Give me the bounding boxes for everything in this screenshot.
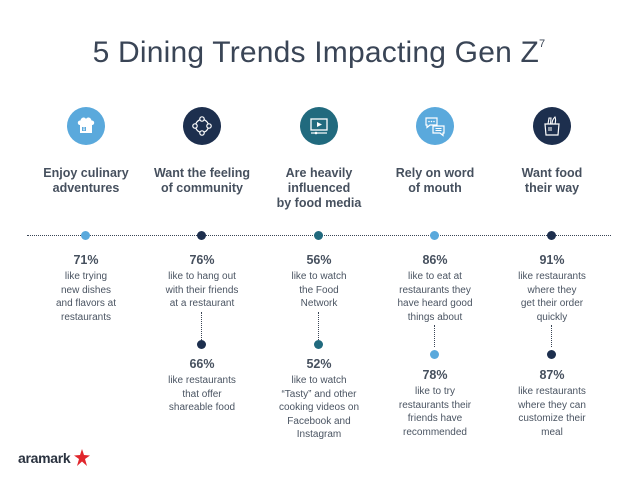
- timeline-dot: [547, 231, 556, 240]
- trend-column-word-of-mouth: Rely on word of mouth 86% like to eat at…: [375, 0, 495, 479]
- connector-line: [201, 312, 202, 342]
- stat-percent: 91%: [539, 253, 565, 267]
- aramark-logo: aramark: [18, 448, 92, 468]
- timeline-dot: [430, 231, 439, 240]
- stat-block: 66% like restaurants that offer shareabl…: [142, 356, 262, 415]
- logo-text: aramark: [18, 450, 71, 466]
- trend-heading: Rely on word of mouth: [395, 166, 475, 195]
- stat-block: 71% like trying new dishes and flavors a…: [26, 252, 146, 324]
- stat-description: like to try restaurants their friends ha…: [398, 386, 472, 438]
- stat-block: 91% like restaurants where they get thei…: [492, 252, 612, 324]
- chef-hat-icon: [67, 107, 105, 145]
- stat-percent: 52%: [306, 357, 332, 371]
- trend-heading: Enjoy culinary adventures: [43, 166, 129, 195]
- timeline-dot: [314, 340, 323, 349]
- stat-block: 56% like to watch the Food Network: [259, 252, 379, 311]
- trend-heading: Want the feeling of community: [153, 166, 251, 195]
- timeline-dot: [314, 231, 323, 240]
- timeline-dot: [81, 231, 90, 240]
- stat-block: 86% like to eat at restaurants they have…: [375, 252, 495, 324]
- stat-description: like to watch “Tasty” and other cooking …: [278, 375, 360, 440]
- trend-column-culinary: Enjoy culinary adventures 71% like tryin…: [26, 0, 146, 479]
- stat-description: like trying new dishes and flavors at re…: [55, 271, 117, 323]
- stat-percent: 56%: [306, 253, 332, 267]
- stat-percent: 86%: [422, 253, 448, 267]
- stat-description: like to eat at restaurants they have hea…: [397, 271, 473, 323]
- chat-bubbles-icon: [416, 107, 454, 145]
- stat-description: like to watch the Food Network: [291, 271, 347, 309]
- stat-percent: 78%: [422, 368, 448, 382]
- timeline-dot: [197, 340, 206, 349]
- trend-column-community: Want the feeling of community 76% like t…: [142, 0, 262, 479]
- connector-line: [434, 325, 435, 347]
- connector-line: [318, 312, 319, 342]
- stat-block: 76% like to hang out with their friends …: [142, 252, 262, 311]
- stat-description: like to hang out with their friends at a…: [165, 271, 239, 309]
- timeline-dot: [547, 350, 556, 359]
- stat-description: like restaurants where they can customiz…: [518, 386, 586, 438]
- stat-percent: 76%: [189, 253, 215, 267]
- page-title: 5 Dining Trends Impacting Gen Z7: [0, 36, 638, 70]
- stat-description: like restaurants where they get their or…: [518, 271, 586, 323]
- title-footnote: 7: [539, 38, 546, 50]
- star-person-icon: [74, 449, 91, 466]
- trend-column-their-way: Want food their way 91% like restaurants…: [492, 0, 612, 479]
- trend-column-media: Are heavily influenced by food media 56%…: [259, 0, 379, 479]
- community-network-icon: [183, 107, 221, 145]
- stat-block: 87% like restaurants where they can cust…: [492, 367, 612, 439]
- trend-heading: Are heavily influenced by food media: [276, 166, 362, 210]
- stat-percent: 71%: [73, 253, 99, 267]
- grocery-bag-icon: [533, 107, 571, 145]
- stat-description: like restaurants that offer shareable fo…: [168, 375, 236, 413]
- stat-percent: 66%: [189, 357, 215, 371]
- timeline-dot: [197, 231, 206, 240]
- video-screen-icon: [300, 107, 338, 145]
- stat-block: 78% like to try restaurants their friend…: [375, 367, 495, 439]
- stat-percent: 87%: [539, 368, 565, 382]
- stat-block: 52% like to watch “Tasty” and other cook…: [259, 356, 379, 442]
- title-text: 5 Dining Trends Impacting Gen Z: [92, 36, 540, 69]
- timeline-dot: [430, 350, 439, 359]
- trend-heading: Want food their way: [521, 166, 583, 195]
- connector-line: [551, 325, 552, 347]
